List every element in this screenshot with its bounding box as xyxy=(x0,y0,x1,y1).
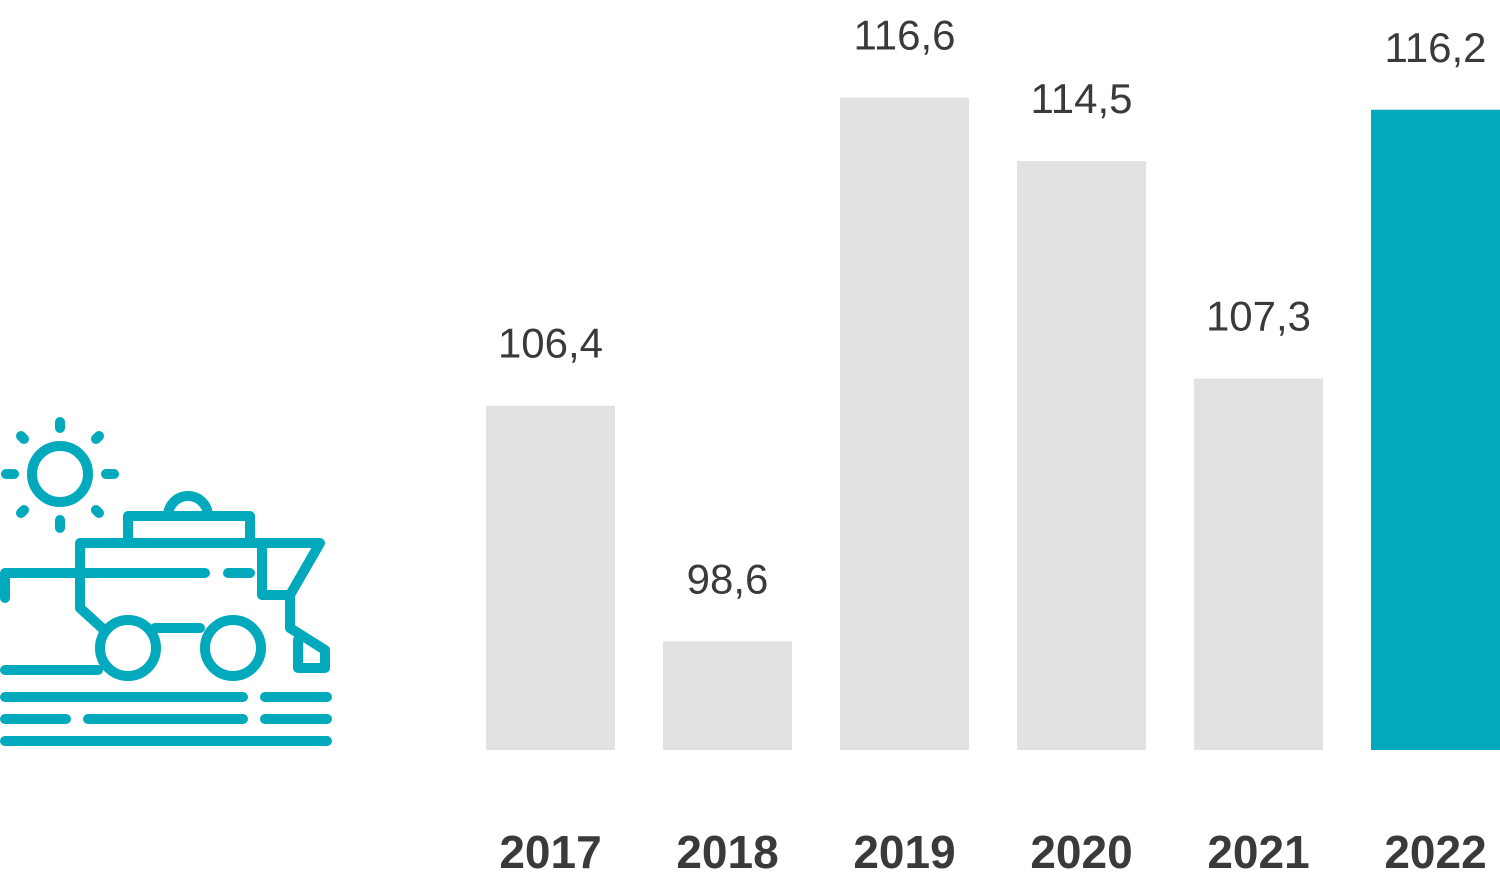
x-tick-label: 2019 xyxy=(853,826,955,878)
value-label: 116,2 xyxy=(1385,24,1487,71)
bar xyxy=(663,641,792,750)
x-tick-label: 2021 xyxy=(1207,826,1309,878)
value-label: 114,5 xyxy=(1031,75,1133,122)
value-label: 116,6 xyxy=(854,12,956,59)
x-tick-label: 2017 xyxy=(499,826,601,878)
x-tick-label: 2018 xyxy=(676,826,778,878)
value-label: 107,3 xyxy=(1206,293,1311,340)
bar xyxy=(840,97,969,751)
bar xyxy=(1371,109,1500,750)
harvester-icon xyxy=(0,417,332,746)
x-tick-label: 2020 xyxy=(1030,826,1132,878)
x-tick-label: 2022 xyxy=(1384,826,1486,878)
value-label: 98,6 xyxy=(687,555,769,602)
value-label: 106,4 xyxy=(498,320,603,367)
bar xyxy=(1017,161,1146,751)
bar xyxy=(486,405,615,750)
bar xyxy=(1194,378,1323,750)
